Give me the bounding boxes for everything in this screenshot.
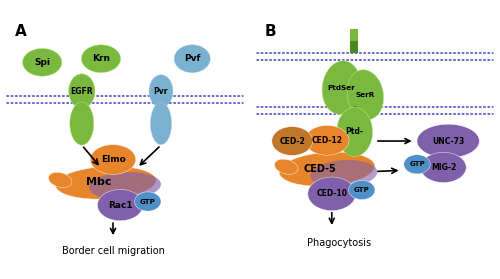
Text: Border cell migration: Border cell migration xyxy=(62,246,164,256)
Text: Pvf: Pvf xyxy=(184,54,200,63)
Ellipse shape xyxy=(56,166,156,199)
Ellipse shape xyxy=(70,102,94,145)
Ellipse shape xyxy=(420,152,466,182)
Ellipse shape xyxy=(279,152,375,186)
Text: Mbc: Mbc xyxy=(86,177,112,187)
Text: GTP: GTP xyxy=(354,187,370,193)
Ellipse shape xyxy=(22,48,62,76)
Ellipse shape xyxy=(274,159,298,174)
Text: Spi: Spi xyxy=(34,58,50,67)
Ellipse shape xyxy=(417,124,480,158)
Text: Krn: Krn xyxy=(92,54,110,63)
Ellipse shape xyxy=(134,192,161,211)
Ellipse shape xyxy=(98,189,143,221)
Text: Ptd-: Ptd- xyxy=(346,128,364,136)
Text: MIG-2: MIG-2 xyxy=(431,163,456,172)
Ellipse shape xyxy=(305,126,349,155)
Text: CED-5: CED-5 xyxy=(304,164,336,174)
Ellipse shape xyxy=(68,74,95,108)
Ellipse shape xyxy=(48,172,72,187)
Text: EGFR: EGFR xyxy=(70,86,93,96)
FancyBboxPatch shape xyxy=(350,29,358,41)
Text: UNC-73: UNC-73 xyxy=(432,136,464,146)
Text: A: A xyxy=(14,24,26,39)
Ellipse shape xyxy=(89,172,161,200)
Ellipse shape xyxy=(348,181,375,199)
Text: B: B xyxy=(264,24,276,39)
Text: GTP: GTP xyxy=(409,161,425,167)
Ellipse shape xyxy=(149,75,173,107)
Ellipse shape xyxy=(82,45,120,73)
Text: Phagocytosis: Phagocytosis xyxy=(307,237,371,247)
Ellipse shape xyxy=(308,177,356,211)
Ellipse shape xyxy=(322,61,361,114)
Text: Pvr: Pvr xyxy=(154,86,168,96)
Ellipse shape xyxy=(272,127,312,155)
Text: PtdSer: PtdSer xyxy=(328,85,355,90)
Text: Elmo: Elmo xyxy=(100,155,126,164)
Text: SerR: SerR xyxy=(356,92,375,98)
Text: CED-12: CED-12 xyxy=(312,136,342,145)
Text: GTP: GTP xyxy=(140,199,156,205)
Ellipse shape xyxy=(336,107,372,157)
Text: CED-2: CED-2 xyxy=(280,136,305,146)
Ellipse shape xyxy=(150,102,172,145)
Ellipse shape xyxy=(347,70,384,120)
Ellipse shape xyxy=(310,160,378,188)
Text: Rac1: Rac1 xyxy=(108,201,132,210)
Ellipse shape xyxy=(404,155,430,174)
FancyBboxPatch shape xyxy=(350,29,358,53)
Text: CED-10: CED-10 xyxy=(316,189,348,198)
Ellipse shape xyxy=(90,145,136,174)
Ellipse shape xyxy=(174,45,210,73)
